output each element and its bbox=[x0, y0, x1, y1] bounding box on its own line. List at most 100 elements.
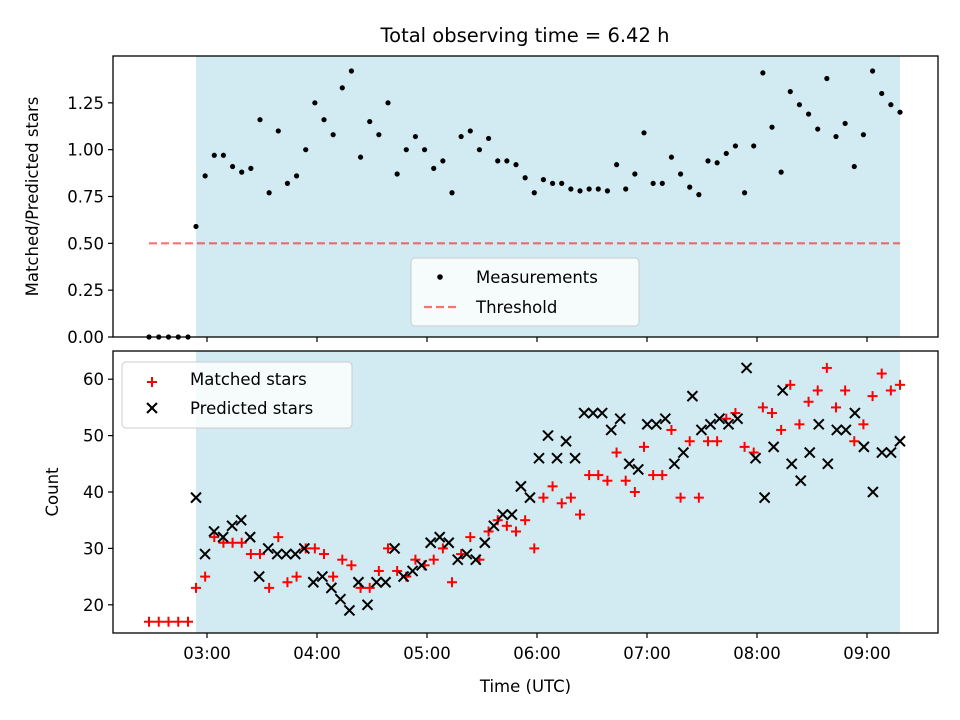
bottom-y-tick-label: 60 bbox=[83, 370, 104, 389]
predicted-star-point bbox=[623, 458, 635, 470]
x-b bbox=[776, 384, 789, 397]
matched-star-point bbox=[547, 481, 558, 492]
predicted-star-point bbox=[813, 418, 825, 431]
matched-star-point bbox=[383, 543, 393, 554]
measurement-point bbox=[677, 171, 684, 177]
measurement-point bbox=[540, 177, 547, 183]
top-y-tick-label: 0.00 bbox=[67, 328, 104, 347]
matched-star-point bbox=[629, 487, 640, 497]
measurement-point bbox=[732, 143, 739, 149]
x-b bbox=[470, 553, 482, 566]
matched-star-point bbox=[593, 470, 604, 481]
matched-star-point bbox=[556, 498, 567, 509]
matched-star-point bbox=[392, 565, 403, 576]
predicted-star-point bbox=[713, 412, 726, 425]
matched-star-point bbox=[812, 385, 823, 396]
predicted-star-point bbox=[298, 542, 311, 555]
predicted-star-point bbox=[749, 452, 762, 464]
matched-star-point bbox=[575, 509, 585, 520]
predicted-star-point bbox=[840, 424, 852, 436]
x-tick-label: 08:00 bbox=[733, 644, 781, 663]
measurement-point bbox=[760, 70, 766, 76]
measurement-point bbox=[440, 158, 446, 164]
matched-star-point bbox=[346, 560, 357, 571]
measurement-point bbox=[348, 68, 355, 74]
measurement-point bbox=[449, 190, 455, 196]
measurement-point bbox=[303, 147, 309, 153]
matched-star-point bbox=[492, 515, 503, 526]
matched-star-point bbox=[849, 436, 860, 447]
measurement-point bbox=[403, 147, 409, 153]
matched-star-point bbox=[684, 436, 695, 447]
predicted-star-point bbox=[632, 463, 644, 476]
predicted-star-point bbox=[740, 362, 753, 374]
x-b bbox=[704, 418, 717, 431]
measurement-point bbox=[385, 100, 391, 106]
x-b bbox=[316, 570, 329, 583]
matched-star-point bbox=[319, 549, 329, 560]
measurement-point bbox=[879, 90, 885, 97]
matched-star-point bbox=[191, 582, 201, 593]
predicted-star-point bbox=[244, 531, 256, 543]
bottom-y-tick-label: 30 bbox=[83, 539, 104, 558]
matched-star-point bbox=[465, 532, 476, 543]
matched-star-point bbox=[173, 616, 184, 627]
bottom-legend: Matched stars Predicted stars bbox=[121, 361, 353, 429]
measurement-point bbox=[284, 180, 291, 186]
predicted-star-point bbox=[379, 576, 392, 588]
measurement-point bbox=[577, 188, 583, 194]
matched-star-point bbox=[255, 549, 265, 560]
legend-predicted-label: Predicted stars bbox=[190, 399, 313, 418]
measurement-point bbox=[613, 162, 620, 168]
measurement-point bbox=[257, 117, 263, 123]
measurement-point bbox=[293, 173, 300, 179]
measurement-point bbox=[513, 162, 519, 168]
matched-star-point bbox=[511, 526, 521, 537]
x-b bbox=[199, 548, 211, 560]
measurement-point bbox=[431, 165, 437, 171]
x-b bbox=[758, 491, 771, 504]
predicted-star-point bbox=[858, 441, 870, 453]
matched-star-point bbox=[273, 532, 284, 543]
predicted-star-point bbox=[433, 531, 446, 543]
x-b bbox=[388, 542, 401, 555]
predicted-star-point bbox=[280, 548, 292, 560]
x-b bbox=[226, 520, 238, 532]
x-b bbox=[731, 412, 744, 425]
measurement-point bbox=[751, 143, 757, 149]
matched-star-point bbox=[712, 436, 723, 447]
matched-star-point bbox=[831, 402, 841, 413]
legend-matched-label: Matched stars bbox=[190, 370, 307, 389]
predicted-star-point bbox=[307, 576, 320, 588]
legend-measurements-label: Measurements bbox=[476, 268, 598, 287]
matched-star-point bbox=[648, 470, 659, 481]
matched-star-point bbox=[858, 419, 869, 430]
predicted-star-point bbox=[767, 441, 780, 453]
top-y-tick-label: 0.75 bbox=[67, 188, 104, 207]
measurement-point bbox=[367, 118, 373, 125]
predicted-star-point bbox=[253, 570, 265, 583]
bottom-y-tick-label: 20 bbox=[83, 596, 104, 615]
matched-star-point bbox=[153, 616, 164, 627]
measurement-point bbox=[485, 135, 492, 142]
matched-star-point bbox=[218, 537, 229, 548]
matched-star-point bbox=[565, 492, 576, 503]
top-y-axis-label: Matched/Predicted stars bbox=[23, 97, 42, 297]
measurement-point bbox=[394, 171, 400, 177]
x-b bbox=[578, 407, 590, 419]
x-tick-label: 03:00 bbox=[183, 644, 231, 663]
x-b bbox=[325, 582, 338, 594]
measurement-point bbox=[376, 132, 382, 138]
predicted-star-point bbox=[497, 508, 509, 521]
x-b bbox=[749, 452, 762, 464]
x-b bbox=[650, 418, 663, 431]
x-axis-label: Time (UTC) bbox=[479, 677, 571, 696]
matched-star-point bbox=[620, 475, 631, 486]
count-points bbox=[144, 362, 906, 627]
bottom-x-axis: 03:00 04:00 05:00 06:00 07:00 08:00 09:00 bbox=[183, 633, 891, 663]
measurement-point bbox=[632, 171, 638, 177]
predicted-star-point bbox=[776, 384, 789, 397]
x-b bbox=[361, 599, 374, 611]
predicted-star-point bbox=[560, 435, 572, 447]
